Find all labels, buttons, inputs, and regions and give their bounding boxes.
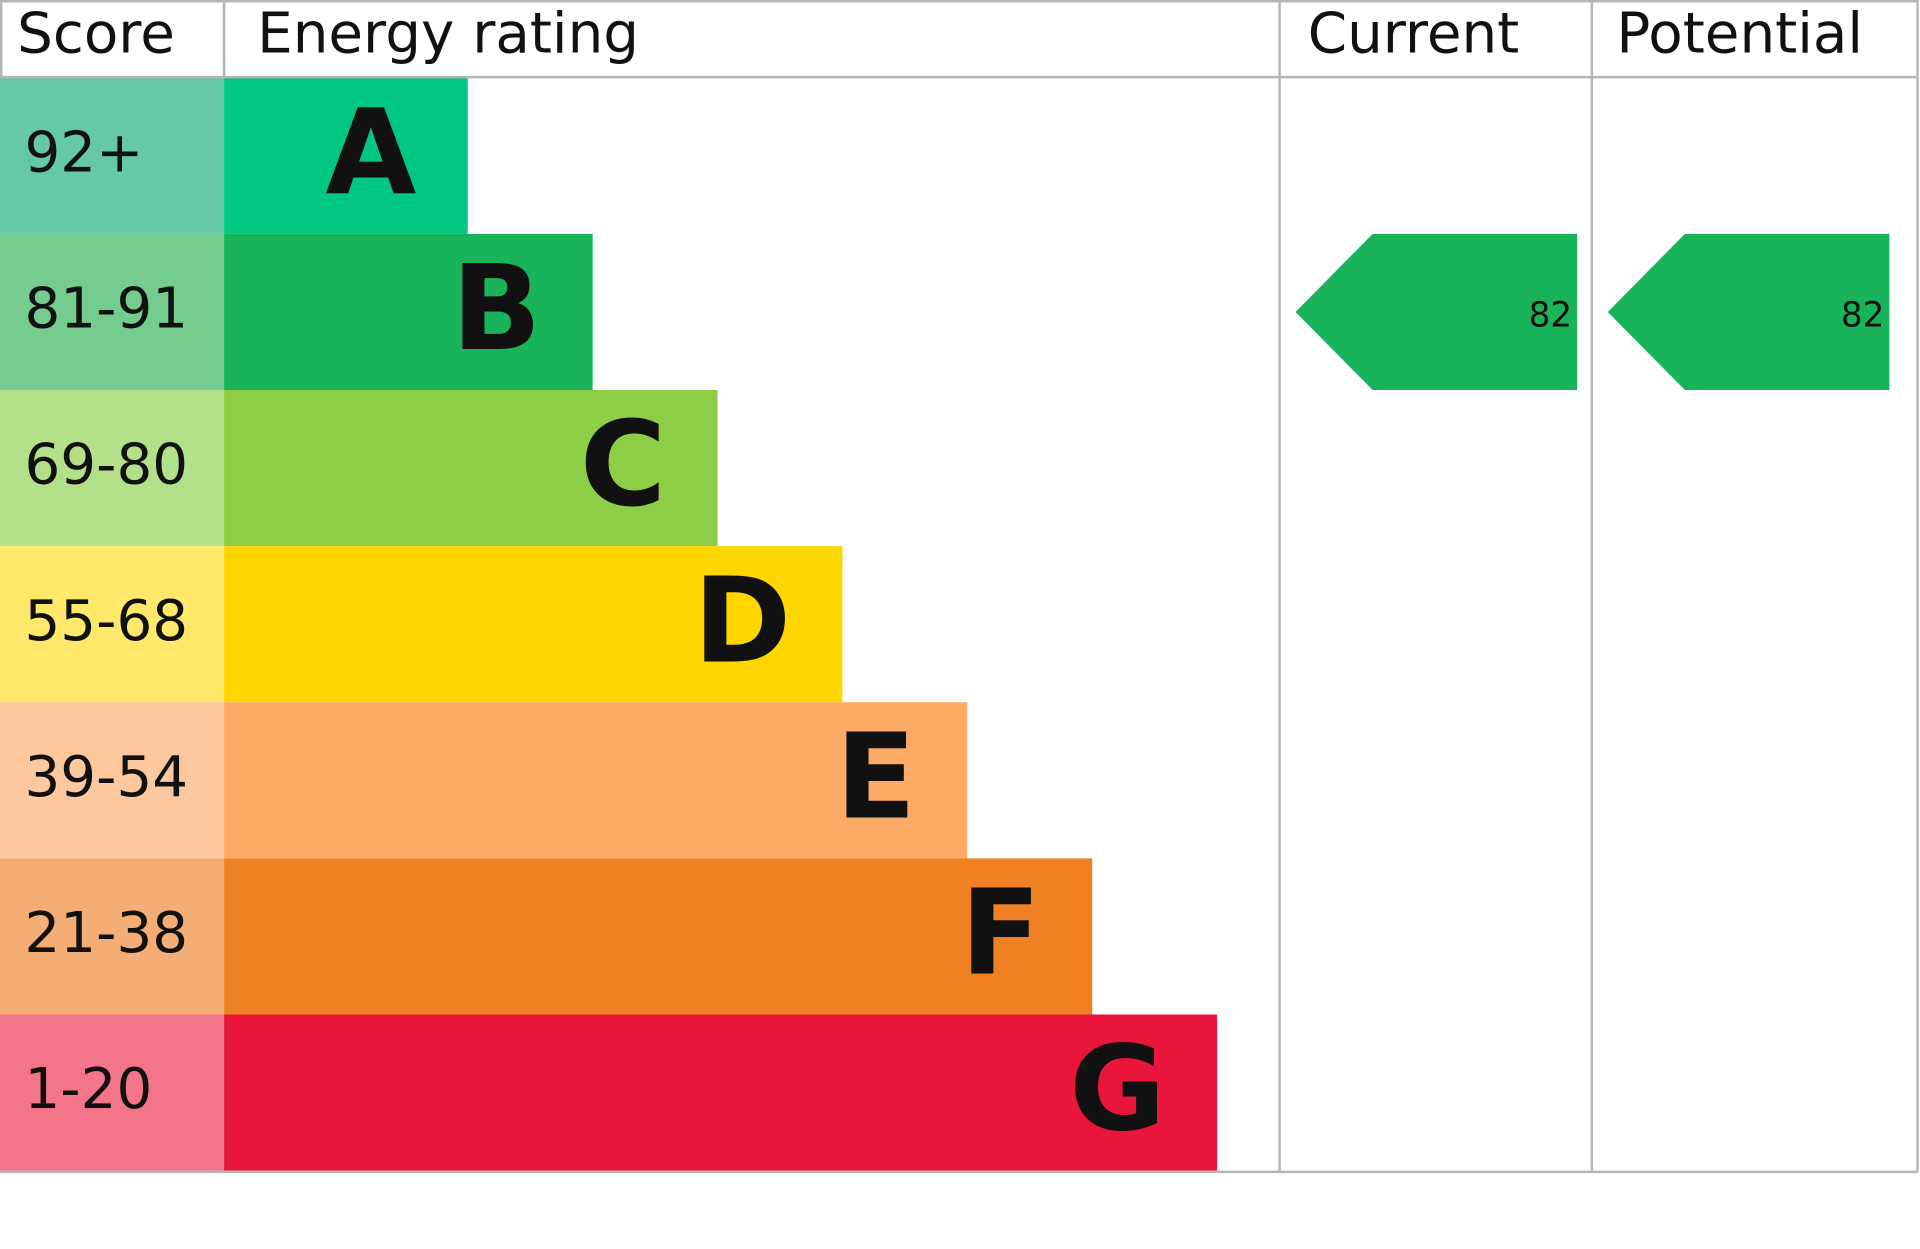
rating-bar — [224, 702, 968, 859]
rating-letter: E — [836, 708, 916, 845]
score-label: 69-80 — [24, 433, 188, 498]
score-label: 39-54 — [24, 745, 188, 810]
score-cell — [0, 1014, 225, 1171]
potential-arrow — [1607, 233, 1890, 391]
score-cell — [0, 77, 225, 234]
score-label: 55-68 — [24, 589, 188, 654]
header-current: Current — [1308, 1, 1520, 66]
score-label: 81-91 — [24, 277, 188, 342]
rating-bar — [224, 233, 593, 391]
rating-letter: G — [1069, 1021, 1165, 1158]
score-cell — [0, 702, 225, 859]
score-cell — [0, 233, 225, 391]
score-cell — [0, 546, 225, 703]
score-cell — [0, 390, 225, 547]
header-potential: Potential — [1616, 1, 1863, 66]
score-label: 92+ — [24, 120, 143, 185]
score-label: 1-20 — [24, 1057, 152, 1122]
rating-letter: F — [961, 865, 1041, 1002]
rating-letter: B — [452, 240, 542, 377]
rating-letter: D — [693, 552, 791, 689]
header-rating: Energy rating — [257, 1, 639, 66]
current-arrow — [1295, 233, 1578, 391]
current-value: 82 — [1529, 295, 1573, 335]
rating-bar — [224, 858, 1093, 1015]
rating-letter: C — [580, 396, 666, 533]
rating-letter: A — [325, 84, 416, 221]
header-score: Score — [17, 1, 175, 66]
score-cell — [0, 858, 225, 1015]
potential-value: 82 — [1841, 295, 1885, 335]
rating-bar — [224, 1014, 1218, 1171]
score-label: 21-38 — [24, 901, 188, 966]
rating-bar — [224, 546, 843, 703]
rating-bar — [224, 390, 718, 547]
rating-bar — [224, 77, 468, 234]
